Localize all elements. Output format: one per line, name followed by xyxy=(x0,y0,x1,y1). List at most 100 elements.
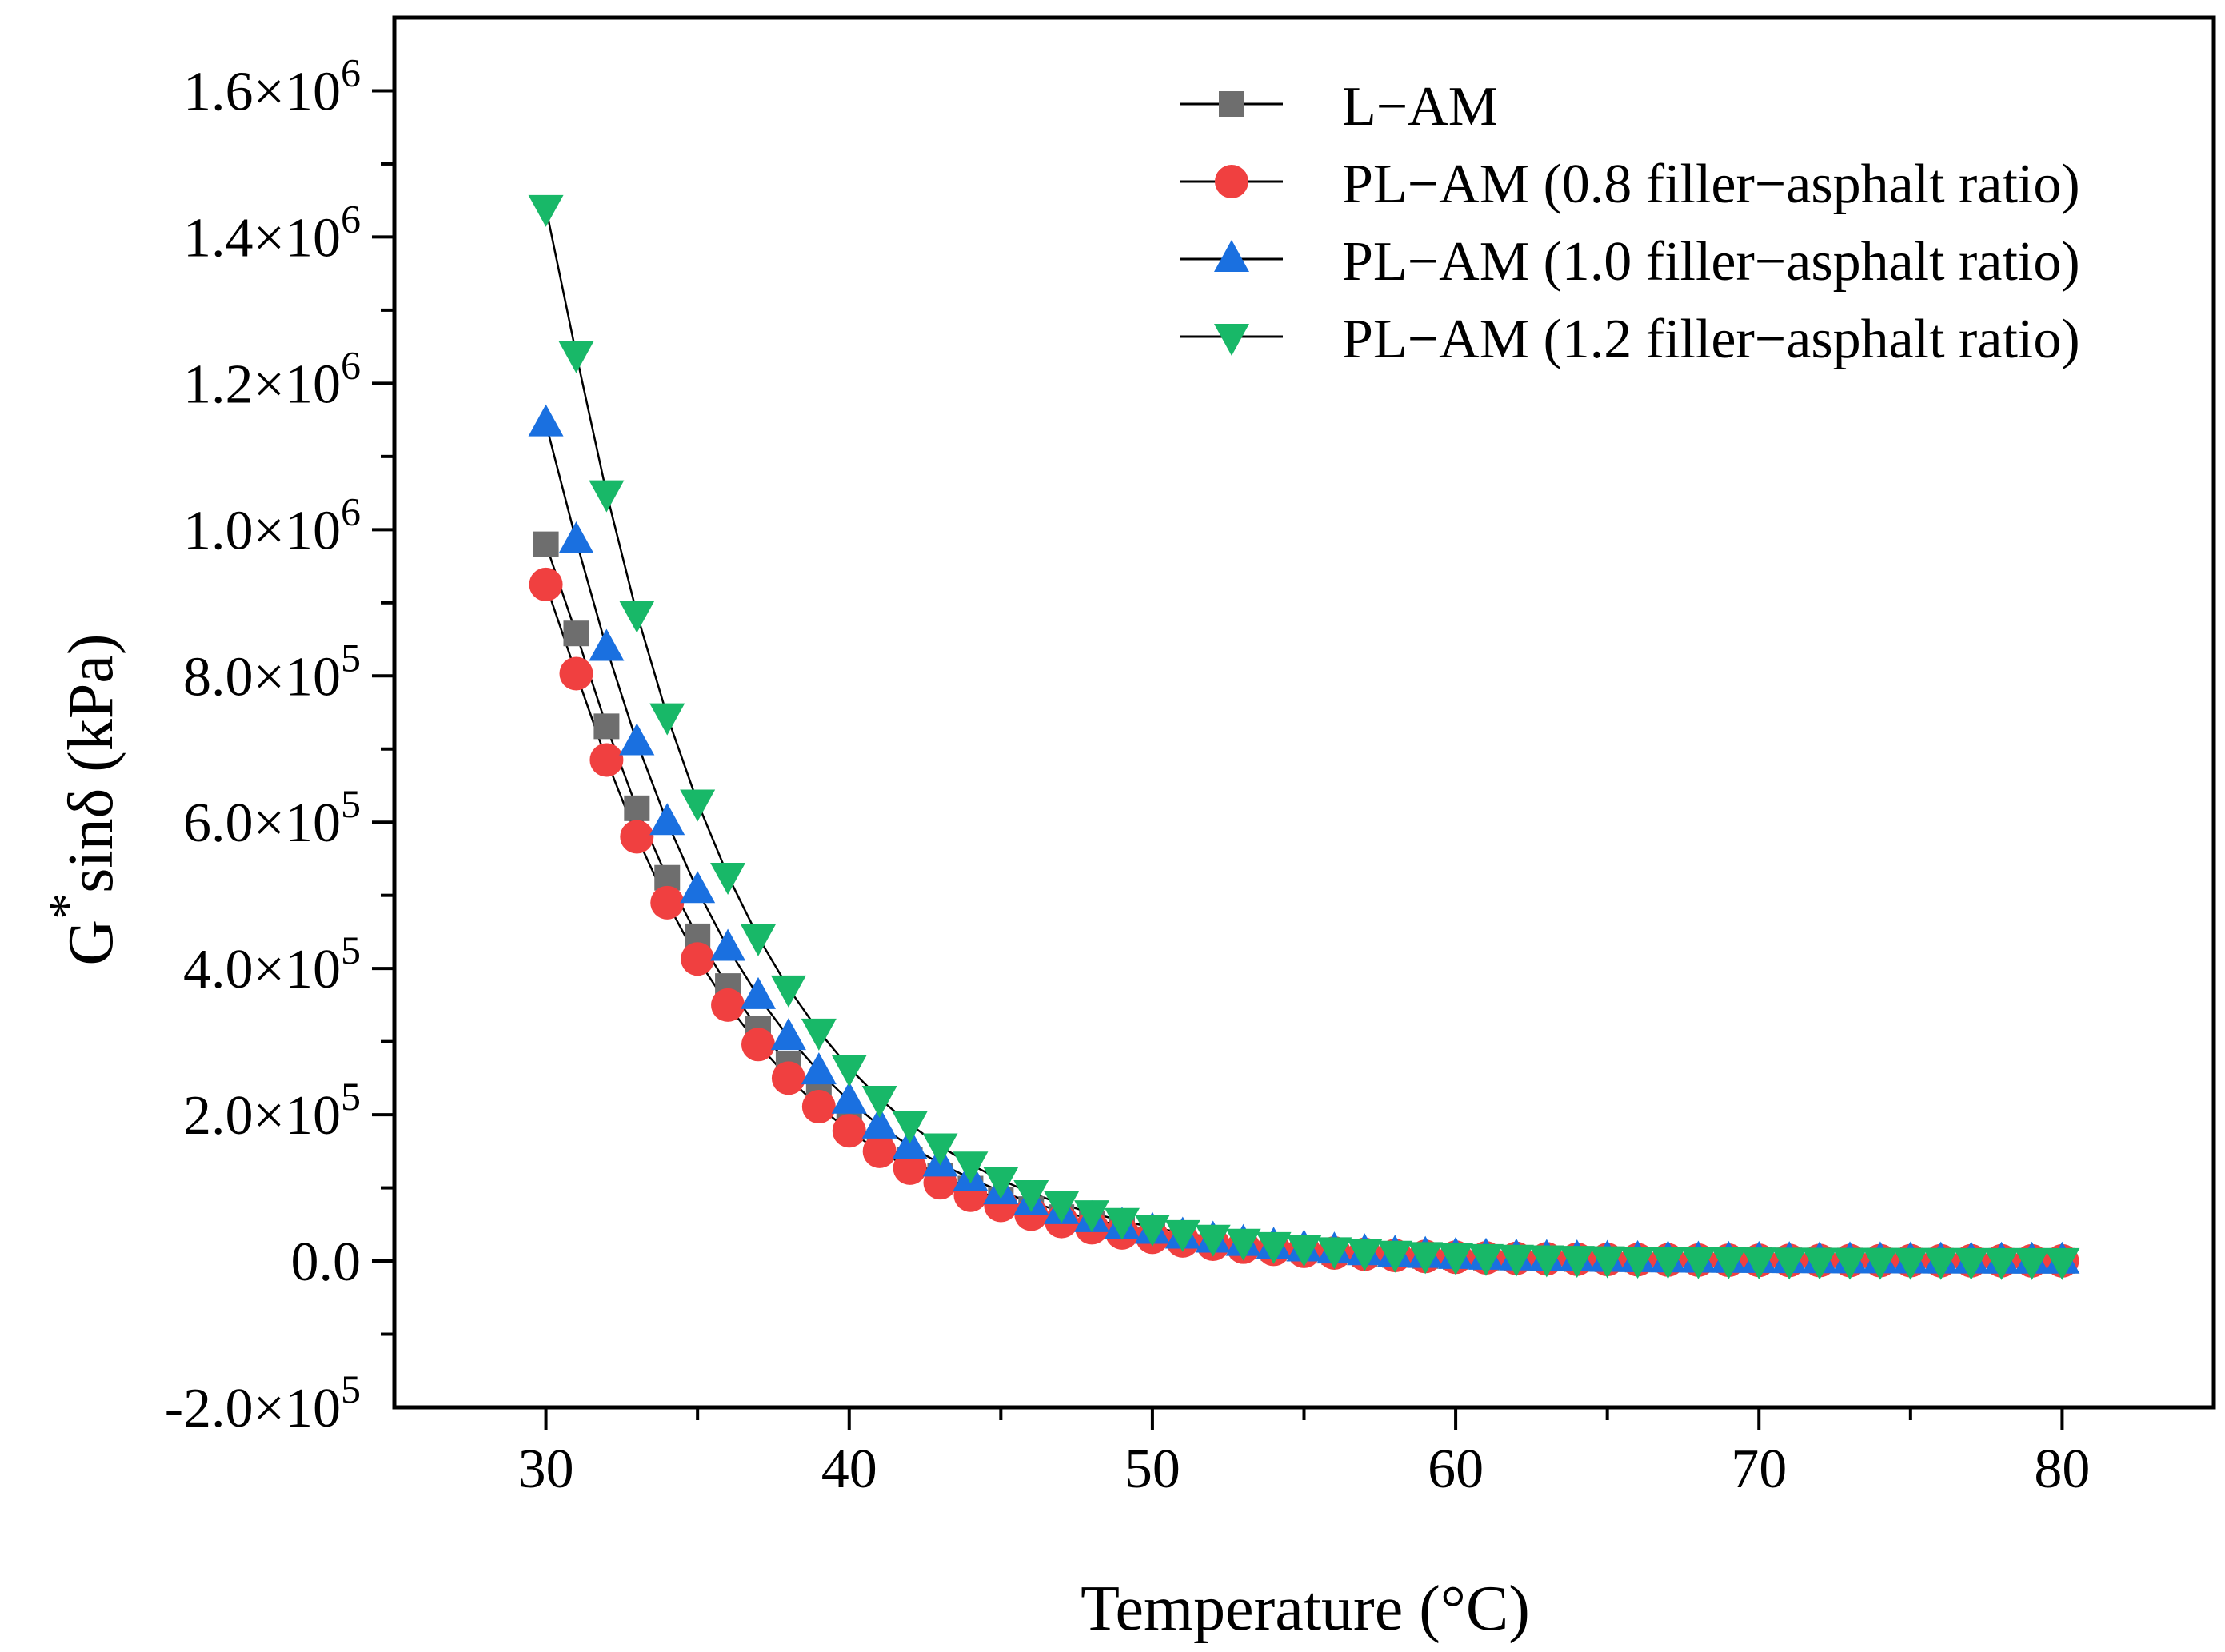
legend-item: L−AM xyxy=(1180,76,1498,138)
data-point xyxy=(1316,1237,1352,1270)
data-point xyxy=(1134,1214,1170,1247)
data-point xyxy=(1498,1244,1534,1277)
series-markers-group xyxy=(528,404,2080,1274)
legend-marker xyxy=(1214,324,1249,356)
data-point xyxy=(619,723,655,756)
data-point xyxy=(1044,1191,1080,1223)
y-tick-label: 1.2×106 xyxy=(183,342,361,415)
data-point xyxy=(529,567,563,601)
data-point xyxy=(1923,1247,1959,1280)
data-point xyxy=(2044,1247,2080,1280)
y-tick-label: 8.0×105 xyxy=(183,635,361,708)
data-point xyxy=(680,871,716,904)
data-point xyxy=(801,1052,837,1085)
data-point xyxy=(1589,1246,1625,1279)
legend-item: PL−AM (0.8 filler−asphalt ratio) xyxy=(1180,154,2080,215)
data-point xyxy=(832,1114,866,1148)
data-point xyxy=(1832,1247,1867,1280)
data-point xyxy=(1195,1224,1231,1257)
legend: L−AM PL−AM (0.8 filler−asphalt ratio) PL−A… xyxy=(1180,76,2080,370)
data-point xyxy=(1286,1235,1322,1267)
data-point xyxy=(770,975,806,1008)
data-point xyxy=(1438,1243,1474,1275)
data-point xyxy=(1953,1247,1989,1280)
x-tick-label: 60 xyxy=(1428,1439,1484,1500)
legend-marker xyxy=(1214,240,1249,272)
data-point xyxy=(1408,1242,1444,1275)
legend-label: L−AM xyxy=(1342,76,1498,138)
x-axis-label: Temperature (°C) xyxy=(1081,1574,1530,1644)
data-point xyxy=(1013,1179,1049,1212)
legend-label: PL−AM (0.8 filler−asphalt ratio) xyxy=(1342,154,2080,215)
y-axis-label: G*sinδ (kPa) xyxy=(38,633,126,965)
data-point xyxy=(589,628,625,661)
data-point xyxy=(680,789,716,822)
series-markers xyxy=(528,194,2080,1280)
legend-item: PL−AM (1.2 filler−asphalt ratio) xyxy=(1180,309,2080,370)
data-point xyxy=(771,1061,805,1095)
data-point xyxy=(831,1081,867,1114)
x-axis: 30 40 50 60 70 80 xyxy=(518,1407,2090,1500)
y-tick-label: 6.0×105 xyxy=(183,781,361,854)
y-tick-label: 2.0×105 xyxy=(183,1074,361,1147)
data-point xyxy=(1225,1228,1261,1261)
data-point xyxy=(589,743,624,777)
data-point xyxy=(1528,1245,1564,1278)
data-point xyxy=(558,341,594,373)
series-markers-group xyxy=(528,194,2080,1280)
data-point xyxy=(559,656,593,691)
y-tick-label: 1.0×106 xyxy=(183,489,361,561)
data-point xyxy=(593,713,620,740)
data-point xyxy=(1741,1247,1777,1280)
legend-marker xyxy=(1219,91,1244,117)
data-point xyxy=(893,1151,927,1185)
data-point xyxy=(741,924,776,956)
data-point xyxy=(1164,1219,1200,1252)
data-point xyxy=(1347,1239,1383,1271)
data-point xyxy=(650,885,685,920)
data-point xyxy=(1074,1200,1110,1233)
data-point xyxy=(741,1028,775,1062)
data-point xyxy=(1468,1243,1504,1276)
x-tick-label: 30 xyxy=(518,1439,574,1500)
data-point xyxy=(801,1090,836,1124)
x-tick-label: 40 xyxy=(821,1439,877,1500)
legend-marker xyxy=(1215,165,1248,198)
data-point xyxy=(624,795,650,821)
data-point xyxy=(1772,1247,1808,1280)
data-point xyxy=(620,820,654,854)
data-point xyxy=(1892,1247,1928,1280)
data-point xyxy=(528,194,564,227)
data-point xyxy=(710,928,746,961)
data-point xyxy=(711,988,745,1022)
data-point xyxy=(1802,1247,1838,1280)
data-point xyxy=(558,521,594,554)
y-tick-label: 1.4×106 xyxy=(183,196,361,269)
data-point xyxy=(1105,1207,1140,1240)
data-point xyxy=(801,1018,837,1051)
data-point xyxy=(563,620,589,647)
y-tick-label: -2.0×105 xyxy=(165,1367,361,1439)
y-tick-label: 4.0×105 xyxy=(183,928,361,1000)
legend-label: PL−AM (1.2 filler−asphalt ratio) xyxy=(1342,309,2080,370)
data-point xyxy=(681,942,715,976)
data-point xyxy=(1620,1247,1656,1279)
data-point xyxy=(831,1055,867,1087)
data-point xyxy=(892,1111,928,1143)
data-point xyxy=(861,1085,897,1118)
data-point xyxy=(1711,1247,1747,1280)
data-point xyxy=(710,862,746,895)
x-tick-label: 50 xyxy=(1124,1439,1180,1500)
legend-item: PL−AM (1.0 filler−asphalt ratio) xyxy=(1180,231,2080,293)
data-point xyxy=(2014,1247,2050,1280)
data-point xyxy=(770,1018,806,1051)
data-point xyxy=(589,480,625,513)
data-point xyxy=(649,703,685,736)
data-point xyxy=(1983,1247,2019,1280)
data-point xyxy=(649,803,685,836)
data-point xyxy=(861,1106,897,1139)
y-tick-label: 0.0 xyxy=(291,1231,362,1293)
data-point xyxy=(862,1134,897,1168)
